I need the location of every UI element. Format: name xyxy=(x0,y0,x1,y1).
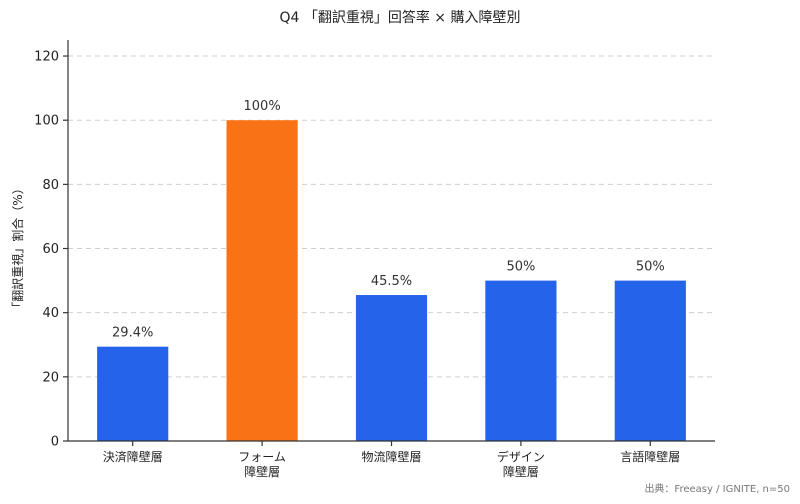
bar xyxy=(614,280,686,441)
x-tick-label: 障壁層 xyxy=(244,464,280,479)
chart-title: Q4 「翻訳重視」回答率 × 購入障壁別 xyxy=(279,9,520,26)
data-labels: 29.4% 100% 45.5% 50% 50% xyxy=(112,99,665,340)
y-tick-label: 0 xyxy=(51,435,59,450)
y-tick-label: 60 xyxy=(42,242,59,257)
y-axis-label: 「翻訳重視」割合（%） xyxy=(10,182,25,313)
bars xyxy=(97,120,686,441)
bar xyxy=(226,120,298,441)
x-tick-label: デザイン xyxy=(497,449,545,464)
y-tick-label: 120 xyxy=(34,50,59,65)
data-label: 29.4% xyxy=(112,326,153,341)
data-label: 45.5% xyxy=(371,274,412,289)
data-label: 50% xyxy=(506,260,535,275)
bar xyxy=(355,295,428,441)
data-label: 100% xyxy=(244,99,281,114)
y-axis-ticks: 0 20 40 60 80 100 120 xyxy=(34,50,68,450)
y-tick-label: 40 xyxy=(42,306,59,321)
y-tick-label: 100 xyxy=(34,114,59,129)
x-tick-label: 障壁層 xyxy=(503,464,539,479)
x-tick-label: フォーム xyxy=(238,450,286,464)
y-tick-label: 80 xyxy=(42,178,59,193)
bar xyxy=(485,280,557,441)
source-note: 出典：Freeasy / IGNITE, n=50 xyxy=(644,482,790,495)
y-tick-label: 20 xyxy=(42,370,59,385)
bar xyxy=(97,346,169,441)
data-label: 50% xyxy=(636,260,665,275)
x-tick-label: 物流障壁層 xyxy=(361,449,421,464)
x-tick-label: 言語障壁層 xyxy=(620,449,680,464)
x-tick-label: 決済障壁層 xyxy=(103,449,163,464)
